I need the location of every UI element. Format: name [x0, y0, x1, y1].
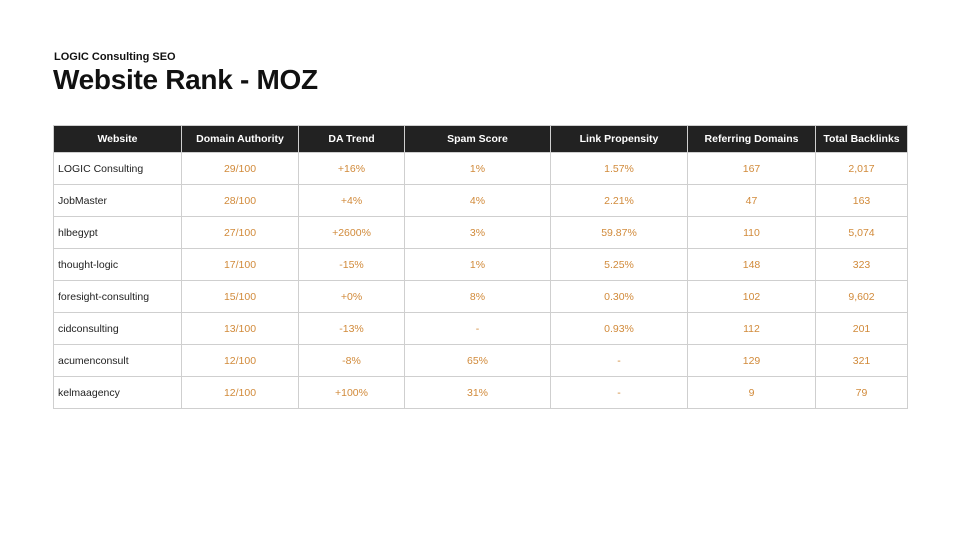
- website-cell: LOGIC Consulting: [53, 152, 182, 185]
- spam-score-cell: 4%: [404, 184, 551, 217]
- total-backlinks-cell: 321: [815, 344, 908, 377]
- total-backlinks-cell: 5,074: [815, 216, 908, 249]
- referring-domains-cell: 102: [687, 280, 816, 313]
- website-cell: thought-logic: [53, 248, 182, 281]
- domain-authority-cell: 13/100: [181, 312, 299, 345]
- link-propensity-cell: 5.25%: [550, 248, 688, 281]
- column-header-da-trend: DA Trend: [298, 125, 405, 153]
- referring-domains-cell: 112: [687, 312, 816, 345]
- referring-domains-cell: 47: [687, 184, 816, 217]
- domain-authority-cell: 12/100: [181, 344, 299, 377]
- domain-authority-cell: 27/100: [181, 216, 299, 249]
- domain-authority-cell: 17/100: [181, 248, 299, 281]
- domain-authority-cell: 12/100: [181, 376, 299, 409]
- referring-domains-cell: 129: [687, 344, 816, 377]
- table-row: kelmaagency 12/100 +100% 31% - 9 79: [53, 376, 908, 409]
- link-propensity-cell: 59.87%: [550, 216, 688, 249]
- website-cell: JobMaster: [53, 184, 182, 217]
- da-trend-cell: -8%: [298, 344, 405, 377]
- website-cell: kelmaagency: [53, 376, 182, 409]
- domain-authority-cell: 29/100: [181, 152, 299, 185]
- table-row: hlbegypt 27/100 +2600% 3% 59.87% 110 5,0…: [53, 216, 908, 249]
- table-row: foresight-consulting 15/100 +0% 8% 0.30%…: [53, 280, 908, 313]
- total-backlinks-cell: 79: [815, 376, 908, 409]
- table-row: cidconsulting 13/100 -13% - 0.93% 112 20…: [53, 312, 908, 345]
- column-header-website: Website: [53, 125, 182, 153]
- domain-authority-cell: 15/100: [181, 280, 299, 313]
- moz-rank-table: Website Domain Authority DA Trend Spam S…: [53, 125, 908, 409]
- spam-score-cell: 8%: [404, 280, 551, 313]
- website-cell: acumenconsult: [53, 344, 182, 377]
- total-backlinks-cell: 201: [815, 312, 908, 345]
- website-cell: hlbegypt: [53, 216, 182, 249]
- da-trend-cell: -13%: [298, 312, 405, 345]
- column-header-referring-domains: Referring Domains: [687, 125, 816, 153]
- report-kicker: LOGIC Consulting SEO: [54, 51, 176, 63]
- da-trend-cell: +2600%: [298, 216, 405, 249]
- column-header-spam-score: Spam Score: [404, 125, 551, 153]
- spam-score-cell: -: [404, 312, 551, 345]
- column-header-domain-authority: Domain Authority: [181, 125, 299, 153]
- referring-domains-cell: 9: [687, 376, 816, 409]
- referring-domains-cell: 167: [687, 152, 816, 185]
- domain-authority-cell: 28/100: [181, 184, 299, 217]
- da-trend-cell: +0%: [298, 280, 405, 313]
- spam-score-cell: 31%: [404, 376, 551, 409]
- referring-domains-cell: 110: [687, 216, 816, 249]
- referring-domains-cell: 148: [687, 248, 816, 281]
- da-trend-cell: +100%: [298, 376, 405, 409]
- table-row: JobMaster 28/100 +4% 4% 2.21% 47 163: [53, 184, 908, 217]
- da-trend-cell: -15%: [298, 248, 405, 281]
- da-trend-cell: +16%: [298, 152, 405, 185]
- link-propensity-cell: 0.93%: [550, 312, 688, 345]
- total-backlinks-cell: 9,602: [815, 280, 908, 313]
- table-row: LOGIC Consulting 29/100 +16% 1% 1.57% 16…: [53, 152, 908, 185]
- total-backlinks-cell: 163: [815, 184, 908, 217]
- table-row: thought-logic 17/100 -15% 1% 5.25% 148 3…: [53, 248, 908, 281]
- total-backlinks-cell: 2,017: [815, 152, 908, 185]
- link-propensity-cell: -: [550, 344, 688, 377]
- spam-score-cell: 65%: [404, 344, 551, 377]
- spam-score-cell: 1%: [404, 248, 551, 281]
- da-trend-cell: +4%: [298, 184, 405, 217]
- table-row: acumenconsult 12/100 -8% 65% - 129 321: [53, 344, 908, 377]
- page-title: Website Rank - MOZ: [53, 64, 318, 95]
- link-propensity-cell: 2.21%: [550, 184, 688, 217]
- link-propensity-cell: 1.57%: [550, 152, 688, 185]
- table-header-row: Website Domain Authority DA Trend Spam S…: [53, 125, 908, 153]
- column-header-link-propensity: Link Propensity: [550, 125, 688, 153]
- column-header-total-backlinks: Total Backlinks: [815, 125, 908, 153]
- website-cell: foresight-consulting: [53, 280, 182, 313]
- link-propensity-cell: -: [550, 376, 688, 409]
- link-propensity-cell: 0.30%: [550, 280, 688, 313]
- total-backlinks-cell: 323: [815, 248, 908, 281]
- website-cell: cidconsulting: [53, 312, 182, 345]
- spam-score-cell: 3%: [404, 216, 551, 249]
- spam-score-cell: 1%: [404, 152, 551, 185]
